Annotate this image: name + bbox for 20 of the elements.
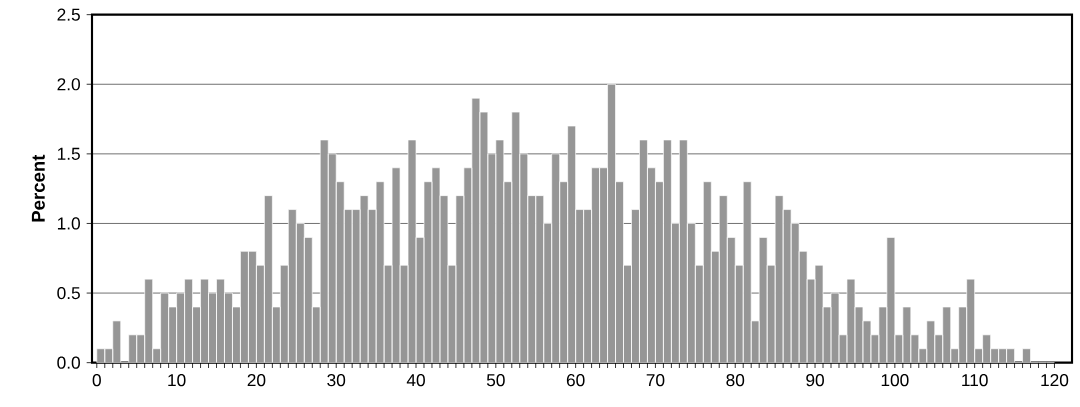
x-tick-label: 100: [881, 374, 909, 387]
x-tick-label: 20: [247, 374, 266, 387]
y-axis-title: Percent: [31, 154, 45, 222]
x-tick-label: 110: [962, 374, 988, 387]
y-tick-label: 2.0: [57, 78, 80, 91]
x-tick-label: 90: [806, 374, 824, 387]
x-tick-label: 120: [1041, 374, 1069, 387]
y-tick-label: 0.5: [57, 286, 80, 300]
y-tick-label: 1.5: [57, 147, 80, 160]
x-tick-label: 60: [566, 374, 585, 387]
x-tick-label: 50: [486, 374, 505, 387]
y-tick-label: 1.0: [57, 217, 80, 230]
x-tick-label: 30: [327, 374, 346, 387]
x-tick-label: 0: [92, 374, 101, 387]
x-tick-label: 40: [406, 374, 425, 387]
x-tick-label: 10: [168, 374, 186, 387]
x-tick-label: 70: [646, 374, 665, 387]
y-tick-label: 2.5: [57, 8, 80, 21]
x-tick-label: 80: [726, 374, 745, 387]
y-tick-label: 0.0: [57, 356, 80, 369]
